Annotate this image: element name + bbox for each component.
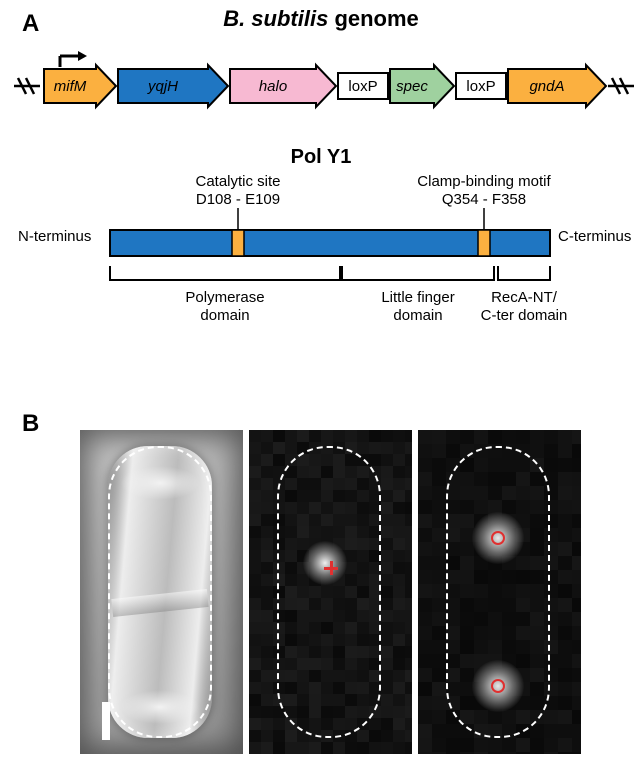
domain-label1-polymerase-domain: Polymerase [185, 289, 264, 306]
highlight-sublabel-clamp-binding: Q354 - F358 [442, 191, 526, 208]
bracket-little-finger-domain [342, 266, 494, 280]
highlight-clamp-binding [478, 230, 490, 256]
cell-outline [446, 446, 550, 738]
localization-circle [491, 531, 505, 545]
gene-label-loxP1: loxP [348, 78, 377, 95]
highlight-label-clamp-binding: Clamp-binding motif [417, 173, 551, 190]
cell-outline [108, 446, 212, 738]
genome-title: B. subtilis genome [0, 6, 642, 32]
highlight-sublabel-catalytic-site: D108 - E109 [196, 191, 280, 208]
c-terminus-label: C-terminus [558, 228, 631, 245]
domain-label2-little-finger-domain: domain [393, 307, 442, 324]
panel-b-label: B [22, 410, 39, 438]
bracket-recant-cter-domain [498, 266, 550, 280]
figure: A B. subtilis genome mifMyqjHhaloloxPspe… [0, 0, 642, 784]
scale-bar [102, 702, 110, 740]
gene-label-gndA: gndA [529, 78, 564, 95]
domain-label1-little-finger-domain: Little finger [381, 289, 454, 306]
gene-label-halo: halo [259, 78, 287, 95]
gene-label-loxP2: loxP [466, 78, 495, 95]
localization-circle [491, 679, 505, 693]
brightfield-micrograph [80, 430, 243, 754]
highlight-label-catalytic-site: Catalytic site [195, 173, 280, 190]
bracket-polymerase-domain [110, 266, 340, 280]
gene-label-yqjH: yqjH [147, 78, 178, 95]
micrograph-row [80, 430, 581, 754]
domain-label2-recant-cter-domain: C-ter domain [481, 307, 568, 324]
domain-label2-polymerase-domain: domain [200, 307, 249, 324]
fluorescence-double-micrograph [418, 430, 581, 754]
genome-title-suffix: genome [334, 6, 418, 31]
gene-label-mifM: mifM [54, 78, 87, 95]
highlight-catalytic-site [232, 230, 244, 256]
gene-label-spec: spec [396, 78, 428, 95]
genome-track: mifM yqjH halo loxP spec loxP gndA [0, 34, 642, 130]
genome-title-text: B. subtilis [223, 6, 334, 31]
fluorescence-single-micrograph [249, 430, 412, 754]
n-terminus-label: N-terminus [18, 228, 91, 245]
protein-diagram: Catalytic siteD108 - E109 Clamp-binding m… [0, 160, 642, 360]
localization-cross [324, 561, 338, 575]
cell-outline [277, 446, 381, 738]
domain-label1-recant-cter-domain: RecA-NT/ [491, 289, 558, 306]
